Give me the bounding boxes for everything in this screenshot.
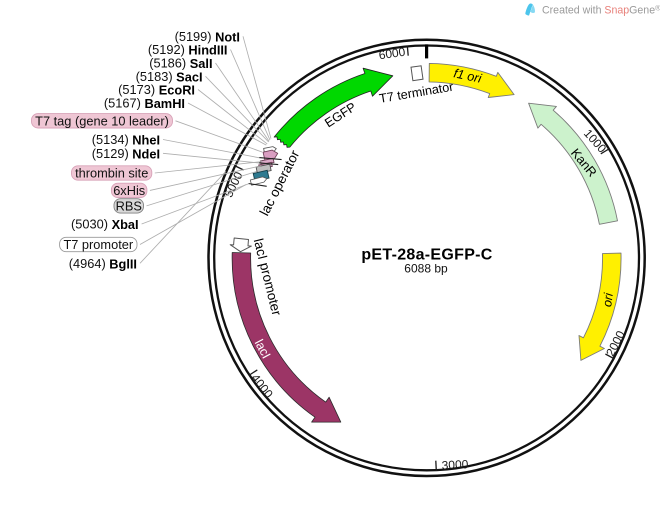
svg-text:6xHis: 6xHis — [113, 183, 145, 198]
svg-text:T7 promoter: T7 promoter — [63, 237, 133, 252]
svg-text:(5186) SalI: (5186) SalI — [149, 56, 212, 71]
svg-text:(5129) NdeI: (5129) NdeI — [92, 146, 160, 161]
svg-text:f1 ori: f1 ori — [452, 66, 483, 86]
svg-text:(5183) SacI: (5183) SacI — [136, 69, 203, 84]
svg-text:(5199) NotI: (5199) NotI — [175, 29, 240, 44]
svg-text:3000: 3000 — [441, 457, 469, 472]
svg-text:(5192) HindIII: (5192) HindIII — [148, 42, 228, 57]
svg-text:thrombin site: thrombin site — [75, 166, 148, 181]
svg-text:Created with SnapGene®: Created with SnapGene® — [542, 3, 660, 16]
svg-text:RBS: RBS — [116, 198, 142, 213]
svg-text:ori: ori — [600, 291, 616, 308]
svg-text:(4964) BglII: (4964) BglII — [69, 256, 137, 271]
svg-text:(5167) BamHI: (5167) BamHI — [104, 96, 185, 111]
svg-text:pET-28a-EGFP-C: pET-28a-EGFP-C — [361, 247, 492, 264]
svg-text:(5030) XbaI: (5030) XbaI — [71, 217, 139, 232]
svg-text:T7 tag (gene 10 leader): T7 tag (gene 10 leader) — [35, 113, 169, 128]
svg-text:(5173) EcoRI: (5173) EcoRI — [118, 82, 195, 97]
svg-text:6088 bp: 6088 bp — [404, 262, 448, 276]
svg-text:(5134) NheI: (5134) NheI — [92, 132, 160, 147]
svg-text:6000: 6000 — [378, 45, 407, 63]
